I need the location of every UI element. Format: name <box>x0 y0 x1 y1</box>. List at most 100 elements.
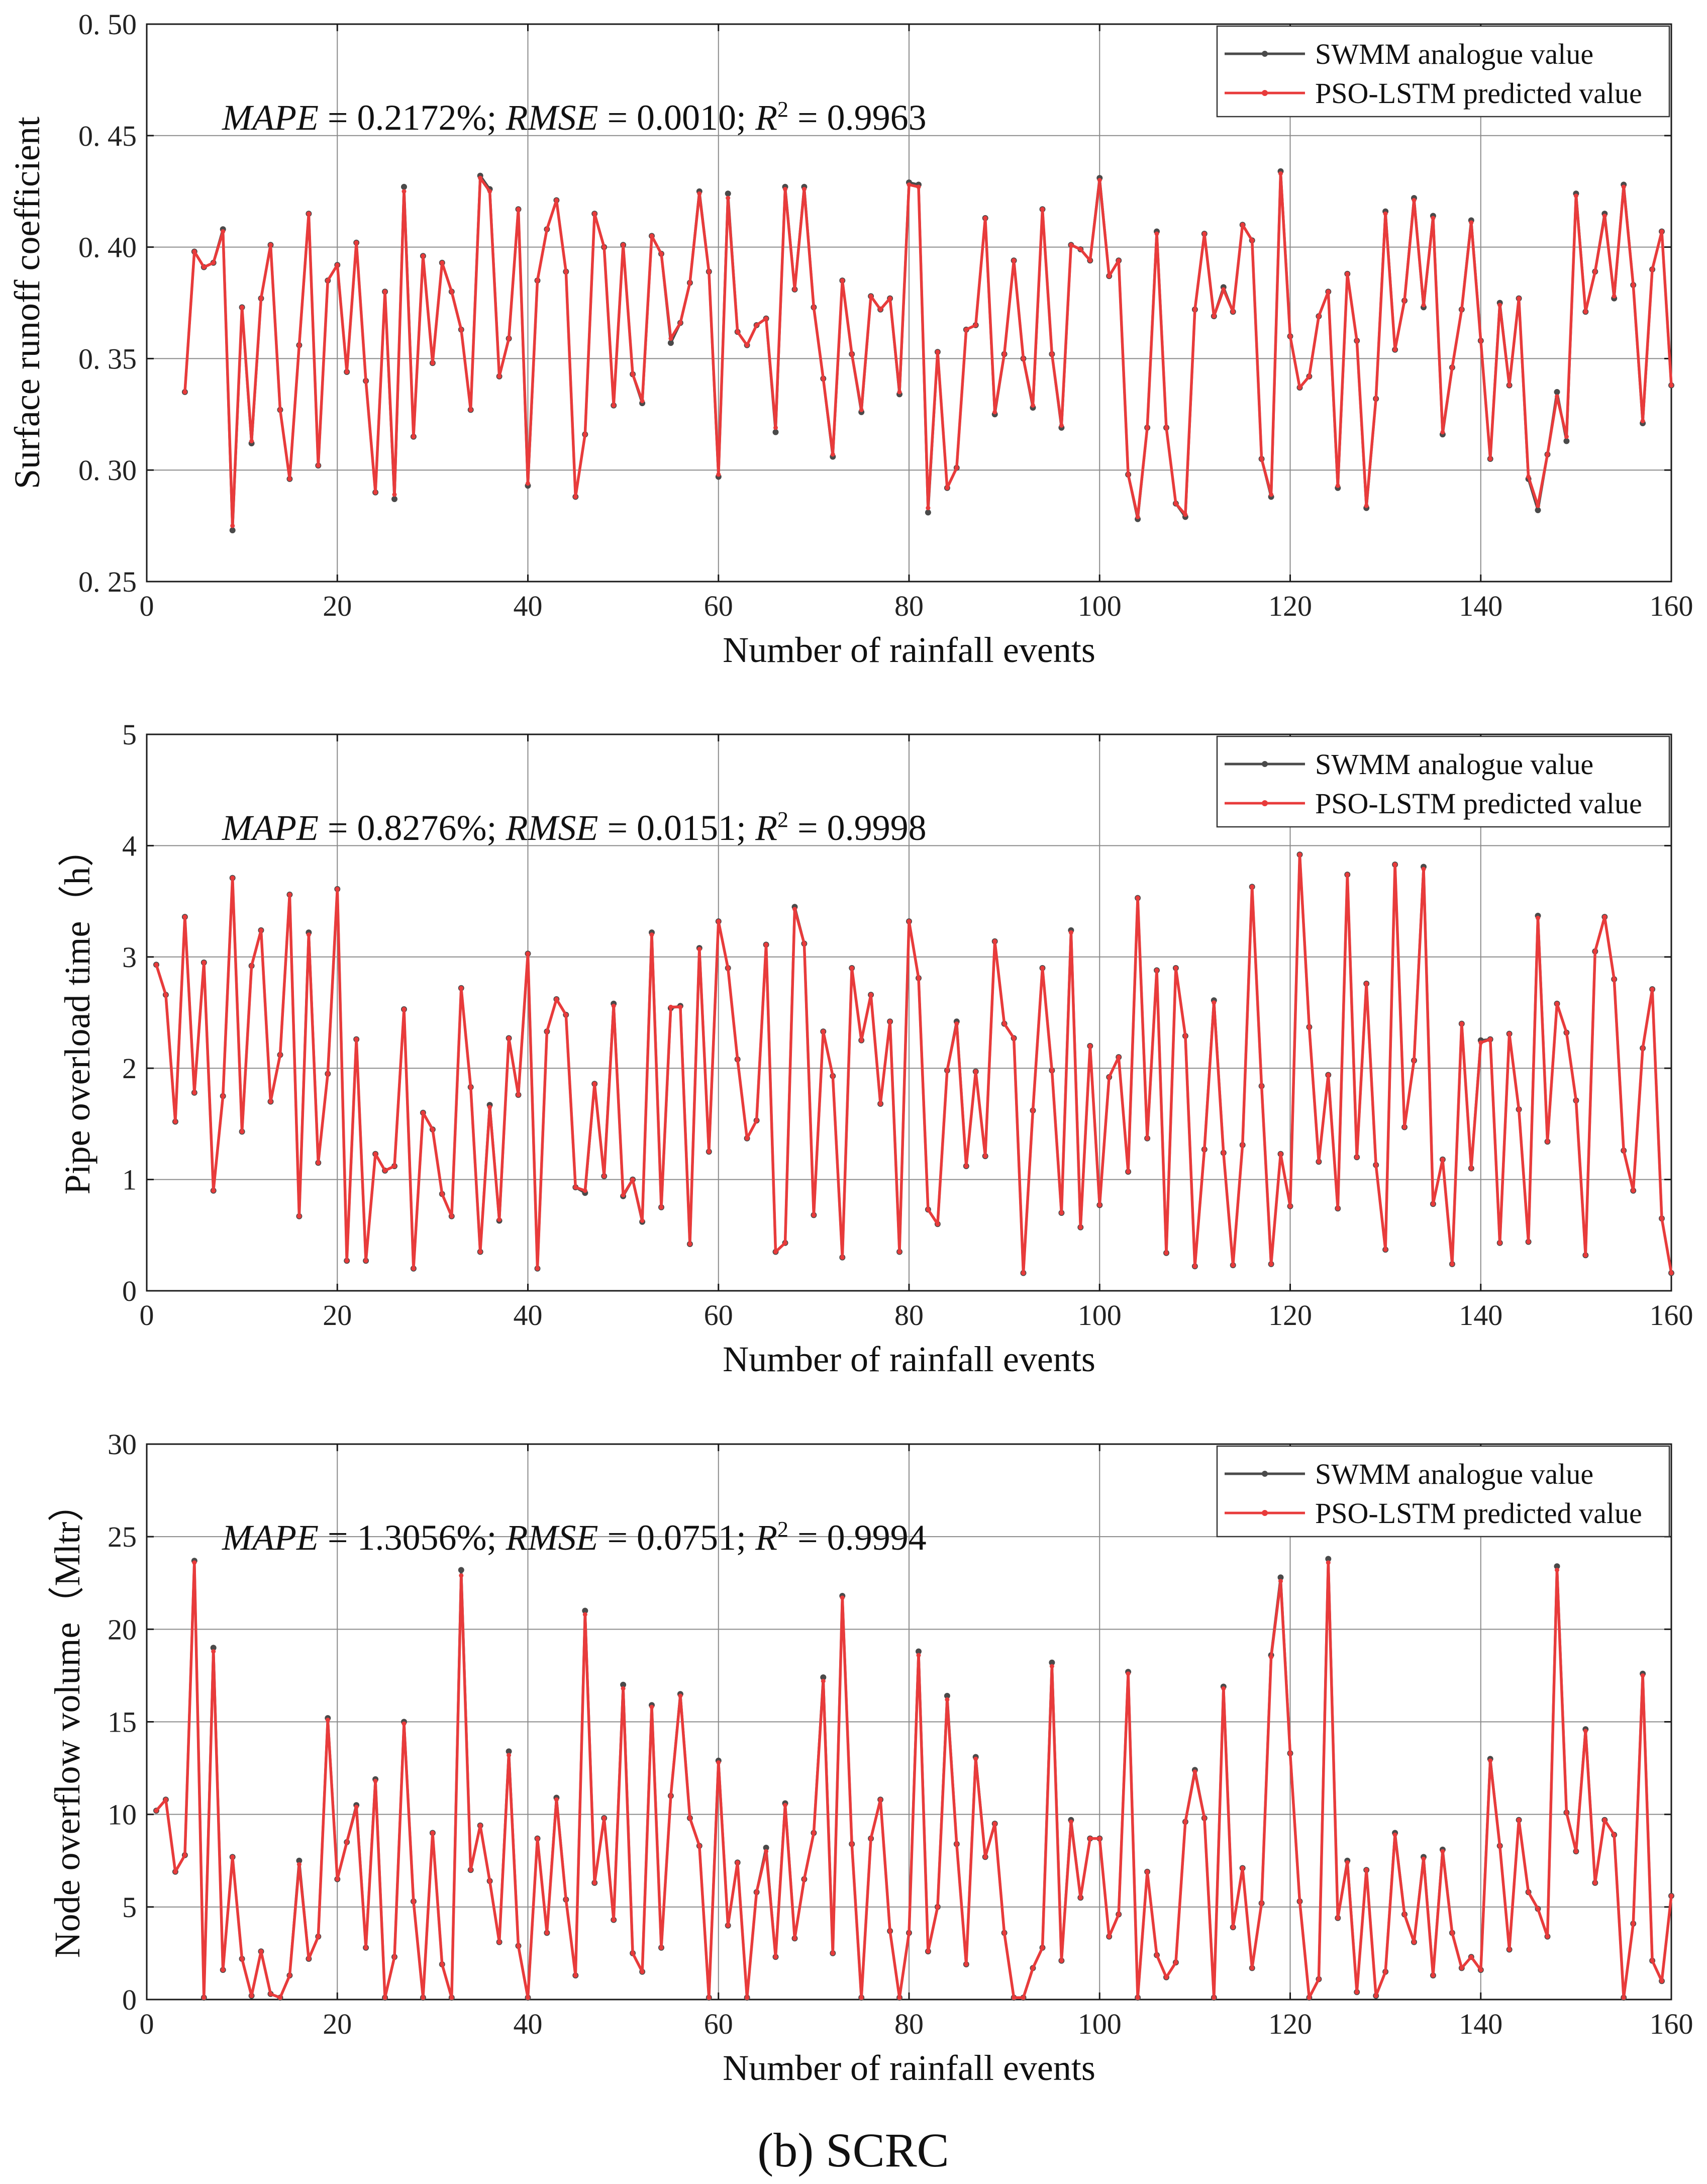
panel-2-r2-label: R <box>755 808 777 848</box>
panel-3-pso-point-134 <box>1431 1973 1436 1978</box>
panel-2-pso-point-125 <box>1345 872 1350 877</box>
panel-1-ytick-label: 0. 45 <box>78 120 137 152</box>
panel-1-xtick-label: 20 <box>323 590 352 622</box>
panel-2-pso-point-71 <box>830 1074 835 1079</box>
panel-1-xtick-label: 40 <box>514 590 543 622</box>
panel-1-pso-point-76 <box>907 182 912 187</box>
panel-2-pso-point-94 <box>1049 1068 1054 1073</box>
panel-2-pso-point-151 <box>1592 949 1597 954</box>
panel-3-pso-point-56 <box>687 1816 692 1821</box>
panel-2-xtick-label: 160 <box>1650 1299 1693 1332</box>
panel-1-pso-point-47 <box>630 372 635 376</box>
panel-1-pso-point-28 <box>449 289 454 294</box>
panel-3-pso-point-1 <box>163 1797 168 1802</box>
panel-2-pso-point-0 <box>154 962 159 967</box>
panel-3-pso-point-64 <box>764 1849 769 1854</box>
panel-1-ytick-label: 0. 50 <box>78 8 137 41</box>
panel-3-pso-point-26 <box>401 1721 407 1726</box>
panel-3-pso-point-156 <box>1640 1673 1645 1678</box>
panel-3-pso-point-139 <box>1478 1967 1483 1972</box>
panel-2-pso-point-129 <box>1383 1247 1388 1252</box>
panel-1-pso-point-131 <box>1431 216 1436 221</box>
panel-1-ticks: 0 20 40 60 80 100 120 140 160 0. 25 0. 30 0. 35 0. 4… <box>78 8 1693 622</box>
panel-2-pso-point-158 <box>1659 1216 1664 1221</box>
panel-3-xtick-label: 100 <box>1078 2008 1122 2040</box>
panel-2-pso-point-46 <box>592 1081 597 1086</box>
panel-1-pso-point-122 <box>1345 271 1350 276</box>
panel-3-pso-point-131 <box>1402 1912 1407 1917</box>
panel-2-pso-point-103 <box>1135 896 1140 900</box>
panel-1-pso-point-98 <box>1116 258 1121 263</box>
panel-2-pso-point-54 <box>668 1004 673 1009</box>
panel-3-xtick-label: 20 <box>323 2008 352 2040</box>
panel-3-pso-point-72 <box>840 1595 845 1600</box>
panel-2-pso-point-60 <box>726 966 731 971</box>
panel-3-pso-point-75 <box>868 1836 873 1841</box>
panel-3-series-pso-line <box>155 1561 1673 2000</box>
panel-2-ytick-label: 2 <box>122 1052 137 1085</box>
panel-2-pso-point-66 <box>783 1241 787 1246</box>
panel-3-pso-point-38 <box>516 1943 521 1948</box>
panel-3-pso-point-54 <box>668 1793 673 1798</box>
panel-1-pso-point-81 <box>954 465 959 470</box>
panel-1-pso-point-108 <box>1212 314 1217 319</box>
panel-3-swmm-point-118 <box>1277 1574 1284 1581</box>
panel-1-pso-point-71 <box>859 407 864 412</box>
panel-1-ytick-label: 0. 25 <box>78 565 137 598</box>
panel-1-pso-point-142 <box>1536 503 1540 508</box>
panel-1-pso-point-7 <box>249 439 254 443</box>
panel-3-pso-point-110 <box>1202 1816 1207 1821</box>
panel-2-pso-point-1 <box>163 992 168 997</box>
panel-1-pso-point-74 <box>887 296 892 301</box>
panel-2-pso-point-8 <box>230 876 235 881</box>
panel-3-pso-point-7 <box>221 1967 226 1972</box>
panel-3-pso-point-21 <box>354 1805 359 1810</box>
panel-1-swmm-point-57 <box>725 191 731 197</box>
panel-2-xtick-label: 40 <box>514 1299 543 1332</box>
panel-3-pso-point-130 <box>1392 1832 1397 1837</box>
panel-1-pso-point-56 <box>716 472 721 477</box>
panel-1-pso-point-101 <box>1145 425 1150 430</box>
panel-1-pso-point-52 <box>678 320 683 325</box>
panel-1-pso-point-93 <box>1068 242 1073 247</box>
panel-2-pso-point-38 <box>516 1092 521 1097</box>
panel-3-legend-swmm-marker <box>1262 1471 1268 1477</box>
panel-pipe-overload-time: 0 20 40 60 80 100 120 140 160 0 1 2 3 4 5 Pipe overloa… <box>57 718 1693 1379</box>
panel-1-series <box>181 168 1674 533</box>
panel-1-pso-point-111 <box>1240 222 1245 227</box>
panel-3-swmm-point-94 <box>1049 1659 1055 1666</box>
panel-3-r2-label: R <box>755 1517 777 1558</box>
panel-3-pso-point-90 <box>1012 1995 1017 2000</box>
panel-1-mape-label: MAPE <box>222 98 319 138</box>
panel-3-pso-point-147 <box>1555 1568 1559 1572</box>
panel-3-pso-point-117 <box>1269 1655 1274 1660</box>
panel-3-pso-point-103 <box>1135 1995 1140 2000</box>
panel-1-pso-point-34 <box>507 336 512 341</box>
panel-3-pso-point-60 <box>726 1923 731 1928</box>
panel-1-pso-point-130 <box>1421 303 1426 308</box>
panel-1-pso-point-77 <box>916 184 921 189</box>
panel-1-pso-point-96 <box>1097 178 1102 182</box>
panel-3-legend: SWMM analogue value PSO-LSTM predicted v… <box>1216 1445 1670 1538</box>
panel-1-pso-point-23 <box>401 189 407 194</box>
panel-3-pso-point-104 <box>1145 1869 1150 1874</box>
panel-3-pso-point-70 <box>821 1679 826 1683</box>
panel-2-pso-point-44 <box>573 1185 578 1190</box>
panel-2-xtick-label: 20 <box>323 1299 352 1332</box>
panel-3-pso-point-66 <box>783 1802 787 1808</box>
panel-3-pso-point-35 <box>487 1878 492 1883</box>
panel-1-swmm-point-22 <box>391 496 397 502</box>
panel-3-xtick-label: 120 <box>1268 2008 1312 2040</box>
panel-1-pso-point-39 <box>554 198 559 203</box>
panel-3-pso-point-154 <box>1621 1995 1626 2000</box>
panel-2-pso-point-61 <box>735 1057 740 1062</box>
panel-2-pso-point-91 <box>1021 1271 1026 1276</box>
panel-2-pso-point-128 <box>1373 1163 1378 1168</box>
panel-3-pso-point-145 <box>1536 1907 1540 1911</box>
panel-3-pso-point-140 <box>1488 1758 1493 1763</box>
panel-node-overflow-volume: 0 20 40 60 80 100 120 140 160 0 5 10 15 20 25 30 Node o… <box>47 1428 1693 2088</box>
panel-3-pso-point-27 <box>411 1899 416 1904</box>
panel-2-pso-point-84 <box>954 1021 959 1026</box>
panel-1-pso-point-24 <box>411 434 416 439</box>
